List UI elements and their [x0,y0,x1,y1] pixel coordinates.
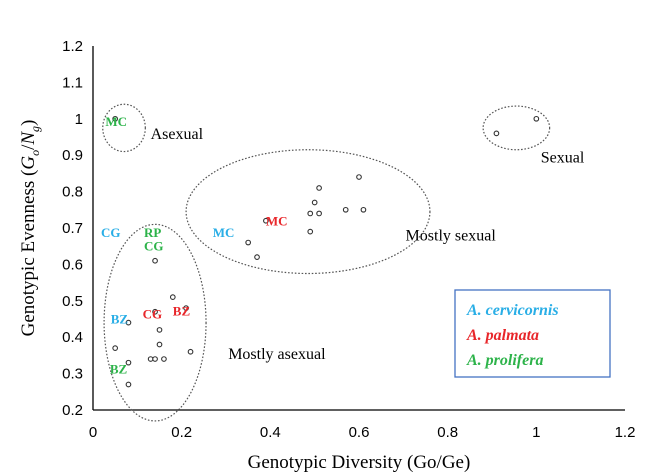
data-point [311,199,318,206]
data-point [161,356,167,362]
y-tick-label: 0.7 [62,220,83,237]
x-tick-label: 0 [89,424,97,441]
data-point [183,305,189,311]
y-tick-label: 0.6 [62,256,83,273]
site-label: MC [213,225,235,240]
cluster-ellipse [103,223,207,422]
data-point [342,206,349,213]
site-label: BZ [111,311,129,326]
y-tick-label: 0.5 [62,293,83,310]
site-label: CG [101,225,121,240]
y-tick-labels: 0.2 0.3 0.4 0.5 0.6 0.7 0.8 0.9 1 1.1 1.2 [62,38,83,419]
y-tick-label: 0.8 [62,184,83,201]
data-point [156,327,163,333]
x-tick-labels: 0 0.2 0.4 0.6 0.8 1 1.2 [89,424,636,441]
y-axis-title: Genotypic Evenness (Go/Ng) [18,120,42,337]
y-tick-label: 1.2 [62,38,83,55]
data-point [316,185,322,191]
y-tick-label: 0.9 [62,147,83,164]
cluster-ellipse [185,149,431,275]
site-label: CG [143,306,163,321]
data-point [152,308,158,315]
data-point [125,359,132,366]
site-label: BZ [110,362,128,377]
y-tick-label: 0.2 [62,402,83,419]
data-point [356,174,362,180]
data-point [316,210,322,217]
data-point [112,345,119,351]
x-tick-label: 0.2 [171,424,192,441]
site-label: RP [144,225,161,240]
data-point [360,206,367,213]
data-points [112,115,540,388]
cluster-label: Sexual [541,149,585,166]
cluster-ellipse [102,103,146,153]
cluster-label: Mostly asexual [228,346,326,363]
site-label: CG [144,239,164,254]
y-tick-label: 1 [75,111,83,128]
legend-box [454,289,611,378]
cluster-ellipses: Asexual Sexual Mostly sexual Mostly asexual [102,103,585,422]
site-label: MC [105,114,127,129]
data-point [245,239,252,246]
x-axis-title: Genotypic Diversity (Go/Ge) [248,452,471,473]
legend: A. cervicornis A. palmata A. prolifera [454,289,611,378]
data-point [152,257,158,264]
legend-entry: A. prolifera [466,352,543,369]
data-point [125,319,132,326]
y-tick-label: 0.3 [62,366,83,383]
data-point [533,115,540,122]
data-point [493,130,500,137]
data-point [156,341,163,348]
data-point [125,381,132,388]
data-point [254,254,260,260]
site-label: BZ [173,303,191,318]
y-tick-label: 0.4 [62,329,83,346]
cluster-label: Mostly sexual [406,228,497,245]
cluster-label: Asexual [151,126,204,143]
x-tick-label: 1.2 [615,424,636,441]
site-label: MC [266,213,288,228]
data-point [112,115,119,122]
legend-entry: A. palmata [466,327,539,344]
y-tick-label: 1.1 [62,74,83,91]
data-point [307,228,314,235]
data-point [152,356,158,362]
data-point [307,210,314,217]
x-tick-label: 0.8 [437,424,458,441]
x-tick-label: 0.6 [349,424,370,441]
data-point [263,217,269,224]
x-tick-label: 1 [532,424,540,441]
data-point [187,348,194,355]
data-point [169,294,176,301]
cluster-ellipse [482,105,551,151]
x-tick-label: 0.4 [260,424,281,441]
legend-entry: A. cervicornis [466,302,559,319]
